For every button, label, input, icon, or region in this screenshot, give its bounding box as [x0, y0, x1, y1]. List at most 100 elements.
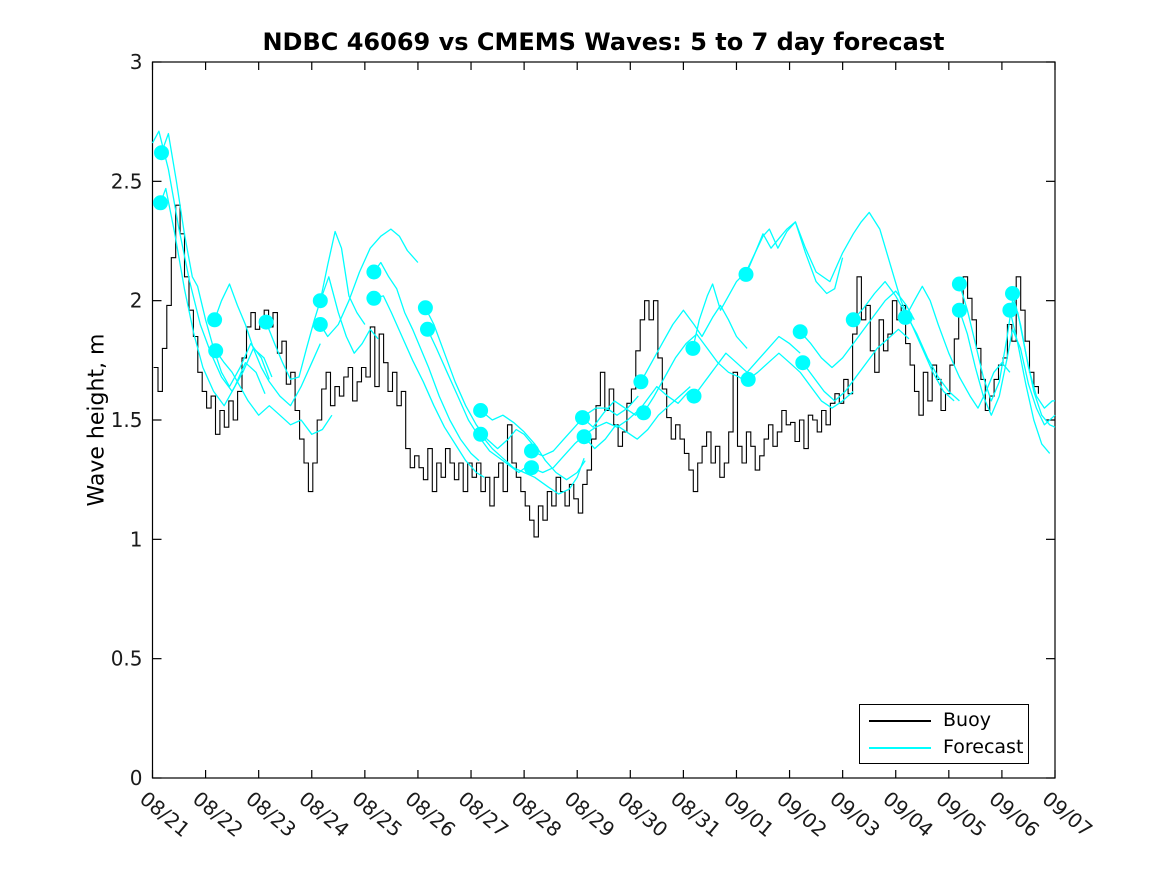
forecast-start-dot — [576, 429, 592, 445]
forecast-start-dot — [845, 312, 861, 328]
forecast-start-dot — [636, 405, 652, 421]
x-tick-label: 08/24 — [294, 786, 354, 841]
forecast-segment — [426, 329, 532, 474]
x-tick-label: 08/25 — [347, 786, 407, 841]
forecast-segment — [215, 350, 333, 435]
forecast-segment — [265, 230, 366, 381]
forecast-segment — [319, 228, 419, 338]
x-tick-label: 09/01 — [719, 786, 779, 841]
forecast-segment — [480, 409, 586, 481]
forecast-start-dot — [420, 321, 435, 337]
x-tick-label: 08/22 — [188, 786, 248, 841]
legend-item-forecast: Forecast — [860, 734, 1028, 761]
x-tick-label: 09/07 — [1038, 786, 1098, 841]
forecast-start-dot — [524, 443, 539, 459]
x-tick-label: 09/02 — [772, 786, 832, 841]
forecast-start-dot — [575, 410, 590, 426]
x-tick-labels: 08/2108/2208/2308/2408/2508/2608/2708/28… — [135, 786, 1097, 841]
forecast-start-dot — [366, 264, 382, 280]
axis-ticks — [151, 61, 1056, 779]
x-tick-label: 08/26 — [401, 786, 461, 841]
y-tick-label: 3 — [130, 50, 143, 74]
legend-label: Forecast — [943, 736, 1024, 758]
forecast-segment — [640, 304, 748, 383]
forecast-segment — [1009, 310, 1051, 454]
y-tick-label: 2 — [130, 289, 143, 313]
forecast-start-dot — [1005, 286, 1020, 301]
forecast-start-markers — [153, 145, 1020, 476]
forecast-start-dot — [740, 371, 756, 387]
x-tick-label: 08/31 — [666, 786, 726, 841]
forecast-start-dot — [473, 426, 489, 442]
forecast-start-dot — [153, 195, 168, 211]
forecast-start-dot — [951, 302, 967, 318]
forecast-start-dot — [792, 324, 808, 340]
forecast-segment — [480, 433, 585, 495]
forecast-start-dot — [473, 403, 489, 418]
forecast-start-dot — [524, 460, 539, 476]
forecast-segment — [958, 309, 1056, 426]
forecast-start-dot — [795, 355, 811, 371]
y-tick-label: 1.5 — [111, 408, 143, 432]
x-tick-label: 08/28 — [507, 786, 567, 841]
x-tick-label: 08/30 — [613, 786, 673, 841]
forecast-segment — [747, 352, 854, 409]
forecast-start-dot — [207, 312, 223, 328]
forecast-start-dot — [897, 309, 913, 325]
y-tick-label: 1 — [130, 527, 143, 551]
forecast-segment — [904, 285, 1011, 409]
forecast-segment — [583, 386, 691, 450]
forecast-start-dot — [633, 374, 649, 390]
x-tick-label: 08/21 — [135, 786, 195, 841]
y-tick-label: 0.5 — [111, 647, 143, 671]
forecast-segment — [159, 187, 266, 407]
y-tick-label: 2.5 — [111, 169, 143, 193]
forecast-start-dot — [1002, 302, 1018, 318]
forecast-start-dot — [208, 343, 224, 359]
forecast-segment — [692, 221, 844, 349]
legend-item-buoy: Buoy — [860, 707, 1028, 734]
forecast-segment — [745, 211, 955, 402]
x-tick-label: 09/06 — [985, 786, 1045, 841]
forecast-segment — [373, 295, 485, 478]
forecast-start-dot — [738, 266, 754, 282]
legend: Buoy Forecast — [859, 704, 1029, 764]
forecast-segment — [693, 335, 801, 397]
forecast-start-dot — [312, 293, 328, 309]
forecast-start-dot — [154, 145, 169, 161]
x-tick-label: 09/03 — [825, 786, 885, 841]
forecast-segment — [213, 283, 321, 407]
x-tick-label: 08/27 — [454, 786, 514, 841]
forecast-lines — [151, 130, 1056, 495]
buoy-series-line — [153, 204, 1039, 538]
y-axis-label: Wave height, m — [84, 333, 110, 507]
legend-line-sample — [869, 746, 931, 749]
forecast-segment — [958, 283, 1056, 428]
forecast-start-dot — [685, 340, 701, 356]
forecast-segment — [1011, 293, 1055, 409]
forecast-start-dot — [686, 388, 702, 404]
y-tick-labels: 0 0.5 1 1.5 2 2.5 3 — [111, 50, 143, 790]
forecast-segment — [802, 328, 910, 402]
forecast-start-dot — [417, 300, 433, 316]
forecast-segment — [373, 261, 480, 462]
plot-box — [151, 61, 1056, 779]
forecast-segment — [799, 290, 915, 369]
forecast-segment — [582, 385, 690, 428]
forecast-start-dot — [258, 314, 274, 330]
x-tick-label: 09/04 — [878, 786, 938, 841]
x-tick-label: 08/23 — [241, 786, 301, 841]
forecast-segment — [160, 132, 270, 388]
forecast-start-dot — [312, 317, 328, 332]
forecast-start-dot — [366, 290, 382, 306]
legend-line-sample — [869, 719, 931, 722]
forecast-start-dot — [951, 276, 967, 292]
forecast-segment — [319, 276, 379, 354]
chart-title: NDBC 46069 vs CMEMS Waves: 5 to 7 day fo… — [262, 28, 945, 56]
forecast-segment — [852, 280, 960, 402]
legend-label: Buoy — [943, 709, 991, 731]
y-tick-label: 0 — [130, 766, 143, 790]
x-tick-label: 08/29 — [560, 786, 620, 841]
